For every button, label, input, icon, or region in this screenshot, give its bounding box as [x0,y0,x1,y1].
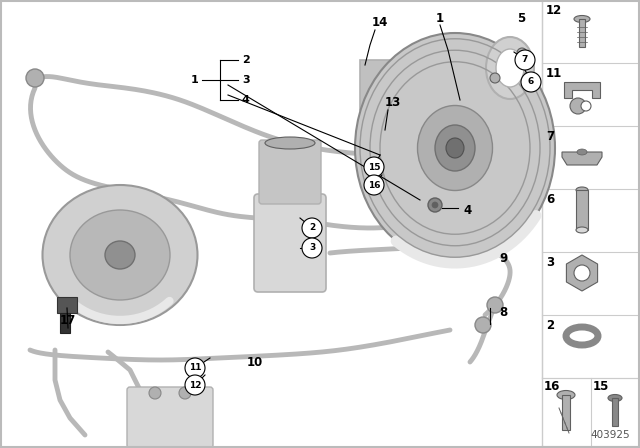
Text: 6: 6 [528,78,534,86]
Polygon shape [562,152,602,165]
Polygon shape [360,60,405,185]
Circle shape [574,265,590,281]
Text: 2: 2 [546,319,554,332]
Ellipse shape [355,33,555,263]
Ellipse shape [265,137,315,149]
Ellipse shape [577,149,587,155]
Text: 11: 11 [189,363,201,372]
Text: 7: 7 [546,130,554,143]
Ellipse shape [566,327,598,345]
Text: 3: 3 [309,244,315,253]
Circle shape [302,238,322,258]
Text: 12: 12 [189,380,201,389]
Ellipse shape [446,138,464,158]
Text: 9: 9 [499,251,507,264]
Text: 1: 1 [436,12,444,25]
Text: 6: 6 [546,193,554,206]
Ellipse shape [496,49,524,87]
Text: 5: 5 [517,12,525,25]
Circle shape [432,202,438,208]
Bar [579,19,585,47]
Polygon shape [566,255,598,291]
Circle shape [581,101,591,111]
Text: 2: 2 [309,224,315,233]
Bar [542,0,640,448]
Text: 11: 11 [546,67,563,80]
Circle shape [475,317,491,333]
Ellipse shape [486,37,534,99]
Circle shape [26,69,44,87]
Text: 13: 13 [385,96,401,109]
Text: 4: 4 [464,203,472,216]
Ellipse shape [575,333,589,339]
Circle shape [570,98,586,114]
Ellipse shape [435,125,475,171]
Circle shape [487,297,503,313]
Text: 7: 7 [522,56,528,65]
Circle shape [302,218,322,238]
Text: 15: 15 [593,380,609,393]
Ellipse shape [105,241,135,269]
FancyBboxPatch shape [127,387,213,448]
Circle shape [185,358,205,378]
Text: 1: 1 [190,75,198,85]
Ellipse shape [557,391,575,400]
Polygon shape [564,82,600,98]
Circle shape [364,175,384,195]
Bar [60,313,70,333]
Circle shape [428,198,442,212]
Text: 15: 15 [368,163,380,172]
Bar [562,395,570,430]
Text: 403925: 403925 [590,430,630,440]
Text: 14: 14 [372,16,388,29]
Text: 2: 2 [242,55,250,65]
Text: 8: 8 [499,306,507,319]
Circle shape [179,387,191,399]
Ellipse shape [70,210,170,300]
Circle shape [185,375,205,395]
Circle shape [149,387,161,399]
Bar [57,297,77,313]
Ellipse shape [417,105,493,190]
Ellipse shape [576,227,588,233]
Ellipse shape [576,187,588,193]
Text: 16: 16 [368,181,380,190]
Text: 17: 17 [60,314,76,327]
Text: 4: 4 [242,95,250,105]
Circle shape [364,157,384,177]
FancyBboxPatch shape [254,194,326,292]
Ellipse shape [42,185,198,325]
Text: 10: 10 [247,356,263,369]
Bar [612,398,618,426]
FancyBboxPatch shape [259,140,321,204]
Text: 12: 12 [546,4,563,17]
Circle shape [490,73,500,83]
Ellipse shape [608,395,622,401]
Bar [576,190,588,230]
Circle shape [515,50,535,70]
Text: 3: 3 [546,256,554,269]
Circle shape [521,72,541,92]
Ellipse shape [574,16,590,22]
Text: 16: 16 [544,380,561,393]
Circle shape [517,48,527,58]
Text: 3: 3 [242,75,250,85]
